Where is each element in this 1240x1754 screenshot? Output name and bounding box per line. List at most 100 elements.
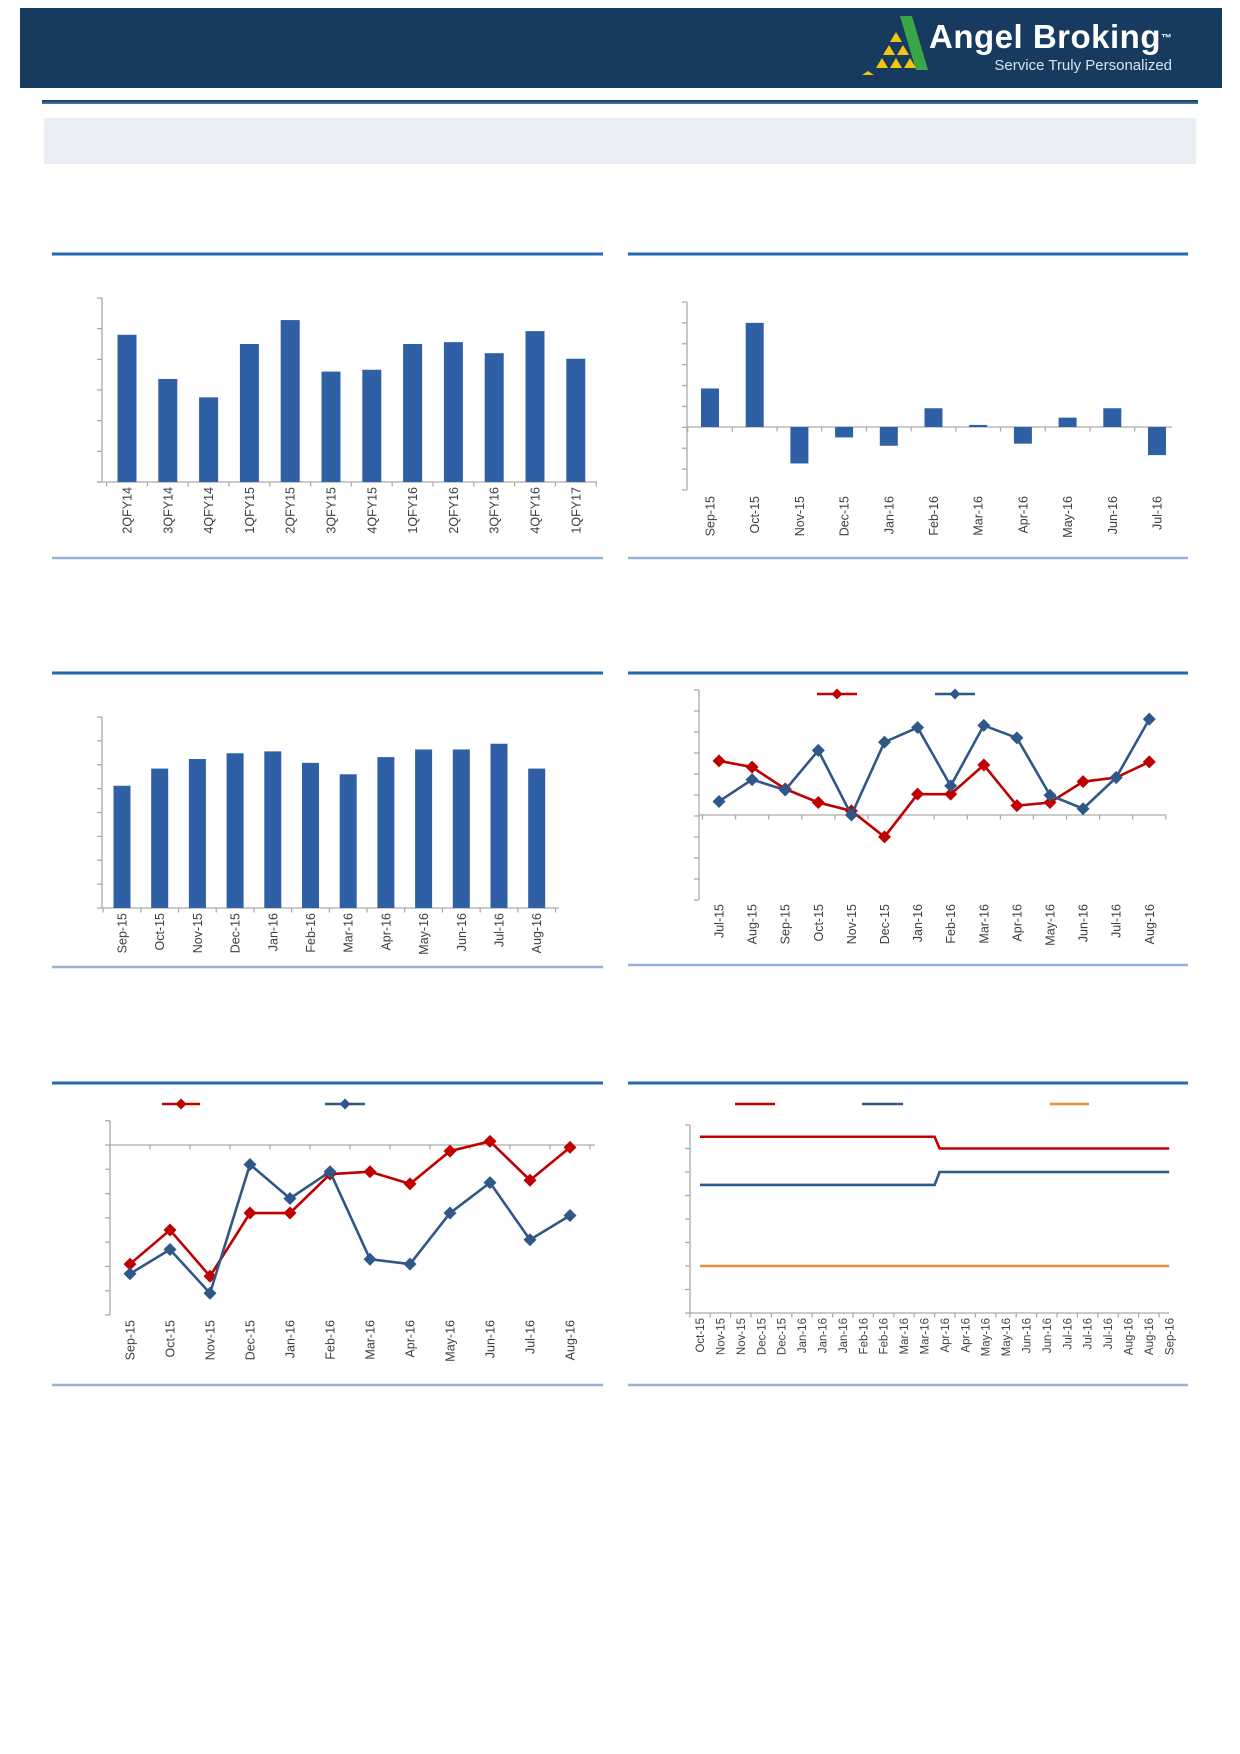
x-label: May-16 [1044,904,1058,946]
x-label: Feb-16 [304,913,318,953]
bar-Feb-16 [924,408,943,427]
header-divider-rule [42,100,1198,104]
bar-4QFY16 [525,331,545,482]
x-label: 2QFY14 [121,487,135,534]
bars [701,322,1166,464]
x-label: Dec-15 [777,1318,789,1355]
bar-Mar-16 [339,774,357,908]
bar-Jun-16 [452,749,470,908]
x-label: Feb-16 [324,1320,338,1360]
x-label: 1QFY16 [406,487,420,534]
x-label: 2QFY15 [284,487,298,534]
x-labels: 2QFY14 3QFY14 4QFY14 1QFY15 2QFY15 3QFY15 4QFY… [121,487,584,534]
bar-Apr-16 [1013,427,1032,444]
bar-Jun-16 [1103,408,1122,427]
x-label: Sep-15 [124,1320,138,1360]
y-axis [694,689,700,901]
x-label: Mar-16 [920,1318,932,1354]
x-label: Nov-15 [845,904,859,944]
x-label: Jul-16 [1151,496,1165,530]
x-labels: Oct-15 Nov-15 Nov-15 Dec-15 Dec-15 Jan-16 Jan-… [695,1318,1176,1356]
bar-Jan-16 [879,427,898,446]
x-label: Jan-16 [838,1318,850,1353]
chart-two-series-line-bottom-left: Sep-15 Oct-15 Nov-15 Dec-15 Jan-16 Feb-16 Mar-… [52,1081,603,1387]
x-label: May-16 [417,913,431,955]
bar-Sep-15 [701,388,719,427]
x-label: Sep-15 [116,913,130,953]
x-axis [102,481,597,487]
bar-May-16 [415,749,433,908]
x-label: Jun-16 [455,913,469,951]
x-axis [699,814,1167,820]
x-label: Jun-16 [484,1320,498,1358]
x-label: Dec-15 [244,1320,258,1360]
trademark-mark: ™ [1161,32,1172,45]
x-label: Aug-16 [564,1320,578,1360]
series-blue-series [700,1170,1170,1187]
bar-1QFY16 [403,344,423,482]
bar-Dec-15 [226,753,244,908]
x-label: Feb-16 [879,1318,891,1354]
chart-three-series-step-line-bottom-right: Oct-15 Nov-15 Nov-15 Dec-15 Dec-15 Jan-16 Jan-… [628,1081,1188,1387]
x-label: Jan-16 [284,1320,298,1358]
x-label: Jun-16 [1106,496,1120,534]
x-label: Jan-16 [266,913,280,951]
x-label: Jan-16 [797,1318,809,1353]
bar-Oct-15 [151,768,169,908]
x-label: 2QFY16 [447,487,461,534]
bar-4QFY14 [199,397,219,482]
x-label: Dec-15 [229,913,243,953]
x-label: 1QFY17 [569,487,583,534]
bar-Jul-16 [1148,427,1166,456]
y-axis [97,297,103,483]
bar-2QFY14 [117,334,137,482]
x-label: Nov-15 [716,1318,728,1355]
x-label: Apr-16 [940,1318,952,1353]
x-label: Jul-16 [1103,1318,1115,1349]
x-label: 1QFY15 [243,487,257,534]
x-label: Jan-16 [911,904,925,942]
series-red-series [712,754,1156,844]
x-label: Sep-15 [704,496,718,536]
y-axis [105,1120,111,1316]
chart-monthly-bars-mid-left: Sep-15 Oct-15 Nov-15 Dec-15 Jan-16 Feb-16 Mar-… [52,671,603,969]
x-label: Mar-16 [972,496,986,536]
x-label: Feb-16 [944,904,958,944]
brand-tagline: Service Truly Personalized [994,57,1172,74]
angel-broking-logo-icon [862,16,928,75]
x-axis [102,907,559,913]
series-blue-series [712,712,1156,822]
bar-Jan-16 [264,751,282,908]
x-labels: Sep-15 Oct-15 Nov-15 Dec-15 Jan-16 Feb-16 Mar-… [116,913,545,955]
charts-canvas: 2QFY14 3QFY14 4QFY14 1QFY15 2QFY15 3QFY15 4QFY… [52,252,1188,1387]
bar-3QFY16 [484,353,504,482]
x-label: Dec-15 [838,496,852,536]
bar-Aug-16 [528,768,546,908]
x-labels: Jul-15 Aug-15 Sep-15 Oct-15 Nov-15 Dec-15 Jan-… [713,904,1157,946]
x-label: Mar-16 [364,1320,378,1360]
series-blue-series [123,1157,577,1300]
brand-text-block: Angel Broking™ Service Truly Personalize… [929,20,1172,75]
x-label: Apr-16 [404,1320,418,1358]
x-label: Jul-16 [1062,1318,1074,1349]
x-label: Feb-16 [927,496,941,536]
header-band: Angel Broking™ Service Truly Personalize… [20,8,1222,88]
x-label: 4QFY15 [365,487,379,534]
x-label: Nov-15 [191,913,205,953]
chart-two-series-line-mid-right: Jul-15 Aug-15 Sep-15 Oct-15 Nov-15 Dec-15 Jan-… [628,671,1188,967]
x-label: Oct-15 [812,904,826,942]
x-label: Apr-16 [1010,904,1024,942]
x-labels: Sep-15 Oct-15 Nov-15 Dec-15 Jan-16 Feb-16 Mar-… [124,1320,578,1362]
x-label: Jun-16 [1077,904,1091,942]
logo-yellow-triangles [862,32,916,75]
bar-3QFY14 [158,378,178,482]
x-label: Sep-16 [1164,1318,1176,1355]
bar-1QFY17 [566,358,586,482]
bar-Jul-16 [490,743,508,908]
x-label: Dec-15 [878,904,892,944]
bar-Dec-15 [835,427,854,438]
x-label: May-16 [1061,496,1075,538]
x-label: Mar-16 [899,1318,911,1354]
bar-Apr-16 [377,757,395,908]
